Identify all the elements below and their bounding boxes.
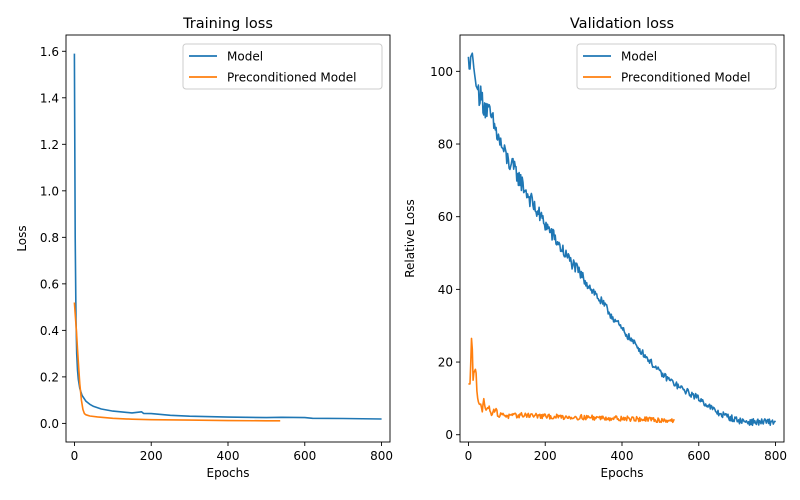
legend: Model Preconditioned Model: [182, 43, 383, 90]
legend-label: Model: [227, 50, 263, 64]
y-tick-label: 0: [445, 428, 453, 442]
chart-title: Validation loss: [570, 16, 674, 32]
x-axis-label: Epochs: [207, 466, 250, 480]
y-tick-label: 40: [438, 283, 453, 297]
x-axis-label: Epochs: [601, 466, 644, 480]
y-tick-label: 100: [430, 65, 453, 79]
y-tick-label: 0.8: [40, 231, 59, 245]
y-axis-label: Relative Loss: [403, 199, 417, 278]
axes-frame: [459, 34, 785, 443]
legend-box: [182, 43, 383, 90]
legend: Model Preconditioned Model: [576, 43, 777, 90]
chart-2: 0 200 400 600 800 0 20 40 60 80 100 Validation loss…: [403, 16, 787, 480]
axes-frame: [65, 34, 391, 443]
y-tick-label: 0.6: [40, 277, 59, 291]
x-tick-label: 200: [140, 449, 163, 463]
legend-label: Preconditioned Model: [227, 71, 356, 85]
series-line-preconditioned-model: [73, 302, 281, 422]
chart-title: Training loss: [182, 16, 273, 32]
y-tick-label: 1.0: [40, 184, 59, 198]
y-tick-label: 80: [438, 138, 453, 152]
x-tick-label: 800: [370, 449, 393, 463]
y-tick-label: 20: [438, 356, 453, 370]
x-tick-label: 0: [71, 449, 79, 463]
y-tick-label: 0.2: [40, 370, 59, 384]
x-tick-label: 600: [687, 449, 710, 463]
legend-label: Preconditioned Model: [621, 71, 750, 85]
y-tick-label: 1.2: [40, 138, 59, 152]
chart-1: 0 200 400 600 800 0.0 0.2 0.4 0.6 0.8 1.0 1.2 1.4 1.6…: [15, 16, 393, 480]
x-tick-label: 400: [217, 449, 240, 463]
series-line-preconditioned-model: [468, 337, 675, 424]
legend-box: [576, 43, 777, 90]
legend-label: Model: [621, 50, 657, 64]
y-tick-label: 1.4: [40, 91, 59, 105]
y-tick-label: 0.4: [40, 324, 59, 338]
x-tick-label: 0: [465, 449, 473, 463]
x-tick-label: 600: [293, 449, 316, 463]
series-line-model: [467, 52, 777, 427]
y-tick-label: 60: [438, 210, 453, 224]
y-tick-label: 1.6: [40, 45, 59, 59]
x-tick-label: 400: [611, 449, 634, 463]
x-tick-label: 200: [534, 449, 557, 463]
x-tick-label: 800: [764, 449, 787, 463]
y-axis-label: Loss: [15, 225, 29, 251]
series-line-model: [73, 53, 382, 420]
y-tick-label: 0.0: [40, 417, 59, 431]
